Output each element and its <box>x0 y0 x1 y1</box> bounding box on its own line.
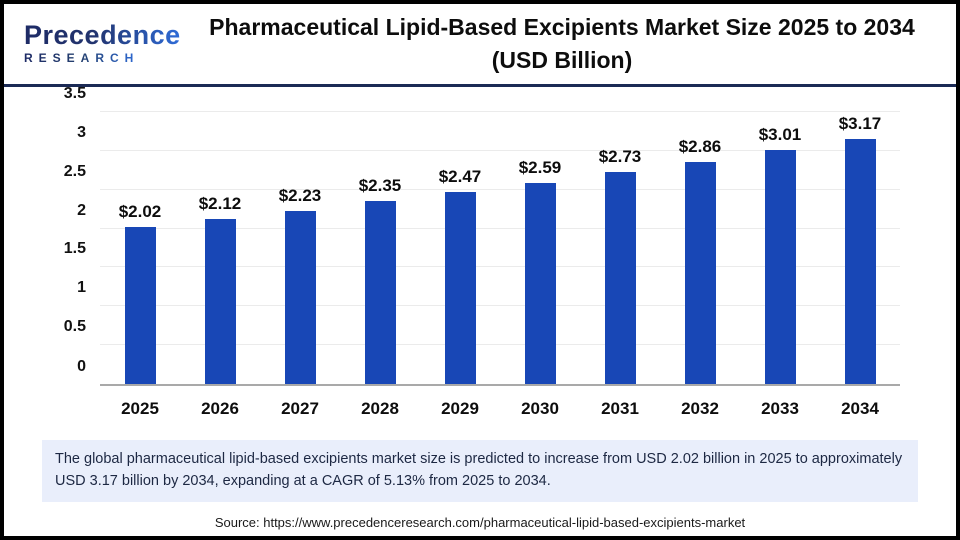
bar-slot: $2.47 <box>420 114 500 384</box>
bar-value-label: $3.17 <box>838 114 882 133</box>
bar-chart: 0 0.5 1 1.5 2 2.5 3 3.5 $2.02 $2.12 $2.23 $2.35 $2.4… <box>4 85 956 419</box>
bar-value-label: $2.02 <box>118 202 162 222</box>
x-axis-labels: 2025 2026 2027 2028 2029 2030 2031 2032 2033 2034 <box>100 386 900 419</box>
logo-wordmark: Precedence <box>24 20 181 50</box>
bar-2028 <box>364 201 396 384</box>
summary-note: The global pharmaceutical lipid-based ex… <box>42 440 918 502</box>
precedence-research-logo: Precedence RESEARCH <box>18 22 190 66</box>
bar-slot: $2.12 <box>180 114 260 384</box>
bar-2030 <box>524 182 556 384</box>
x-tick-label: 2027 <box>281 399 319 418</box>
logo-subtitle: RESEARCH <box>24 51 140 65</box>
bar-value-label: $2.73 <box>598 146 642 166</box>
chart-title-line2: (USD Billion) <box>491 47 633 73</box>
y-tick-label: 2 <box>77 201 86 219</box>
bar-slot: $2.73 <box>580 114 660 384</box>
y-tick-label: 0 <box>77 358 86 375</box>
x-tick-label: 2031 <box>601 399 639 418</box>
bar-2032 <box>684 161 716 384</box>
gridline <box>100 188 900 190</box>
chart-title: Pharmaceutical Lipid-Based Excipients Ma… <box>190 11 942 78</box>
x-tick-label: 2029 <box>441 399 479 418</box>
gridline <box>100 149 900 151</box>
bars-container: $2.02 $2.12 $2.23 $2.35 $2.47 $2.59 $2.73 $2.86… <box>100 114 900 384</box>
bar-2026 <box>204 219 236 384</box>
bar-slot: $3.01 <box>740 114 820 384</box>
bar-value-label: $2.23 <box>278 185 322 205</box>
bar-value-label: $2.35 <box>358 176 402 196</box>
x-tick-label: 2026 <box>201 399 239 418</box>
bar-2029 <box>444 192 476 384</box>
bar-value-label: $2.12 <box>198 194 242 214</box>
y-tick-label: 1 <box>77 279 86 297</box>
x-tick-label: 2033 <box>761 399 799 418</box>
bar-2025 <box>124 227 156 384</box>
bar-value-label: $2.59 <box>518 157 562 177</box>
bar-2027 <box>284 210 316 384</box>
bar-2033 <box>764 150 796 384</box>
y-tick-label: 2.5 <box>63 162 86 180</box>
bar-slot: $2.35 <box>340 114 420 384</box>
source-line: Source: https://www.precedenceresearch.c… <box>214 514 746 530</box>
y-tick-label: 1.5 <box>63 240 86 258</box>
chart-title-line1: Pharmaceutical Lipid-Based Excipients Ma… <box>209 13 915 40</box>
x-tick-label: 2034 <box>841 399 879 418</box>
bar-2034 <box>844 139 876 384</box>
gridline <box>100 305 900 307</box>
header: Precedence RESEARCH Pharmaceutical Lipid… <box>4 4 956 87</box>
y-tick-label: 3.5 <box>63 85 86 102</box>
gridline <box>100 344 900 346</box>
gridline <box>100 227 900 229</box>
gridline <box>100 266 900 268</box>
gridline <box>100 111 900 112</box>
bar-value-label: $3.01 <box>758 125 802 145</box>
bar-slot: $3.17 <box>820 114 900 384</box>
bar-slot: $2.86 <box>660 114 740 384</box>
y-tick-label: 0.5 <box>63 318 86 336</box>
x-tick-label: 2028 <box>361 399 399 418</box>
bar-slot: $2.23 <box>260 114 340 384</box>
x-tick-label: 2032 <box>681 399 719 418</box>
bar-value-label: $2.47 <box>438 167 482 187</box>
y-tick-label: 3 <box>77 123 86 141</box>
plot-area: 0 0.5 1 1.5 2 2.5 3 3.5 $2.02 $2.12 $2.23 $2.35 $2.4… <box>64 85 900 386</box>
bar-slot: $2.59 <box>500 114 580 384</box>
bar-2031 <box>604 171 636 384</box>
bar-slot: $2.02 <box>100 114 180 384</box>
x-tick-label: 2030 <box>521 399 559 418</box>
bar-value-label: $2.86 <box>678 136 722 156</box>
x-tick-label: 2025 <box>121 399 159 418</box>
